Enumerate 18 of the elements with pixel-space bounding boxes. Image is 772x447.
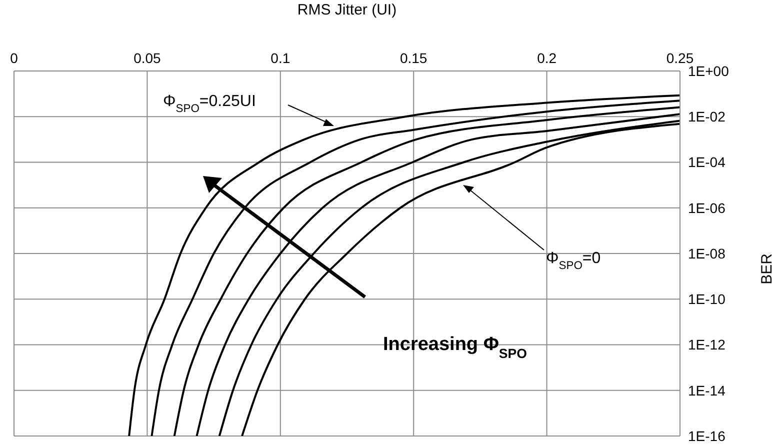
x-tick-label: 0.2 <box>537 50 557 66</box>
x-tick-label: 0.15 <box>400 50 428 66</box>
y-tick-label: 1E-14 <box>688 382 726 398</box>
y-tick-label: 1E-06 <box>688 200 726 216</box>
y-tick-label: 1E-16 <box>688 428 726 444</box>
annotation: Φ$_{SPO}$=0.25UI <box>163 93 256 115</box>
y-axis-title: BER <box>758 253 772 284</box>
x-tick-label: 0.1 <box>270 50 290 66</box>
annotation: Φ$_{SPO}$=0 <box>546 250 601 272</box>
x-tick-label: 0 <box>10 50 18 66</box>
y-tick-label: 1E-10 <box>688 291 726 308</box>
x-axis-title: RMS Jitter (UI) <box>297 2 397 19</box>
y-tick-label: 1E-12 <box>688 336 726 353</box>
y-tick-label: 1E-04 <box>688 154 726 170</box>
x-tick-label: 0.05 <box>134 50 162 66</box>
annotation: Increasing Φ$_{SPO}$ <box>383 334 528 360</box>
y-tick-label: 1E-02 <box>688 108 726 125</box>
y-tick-label: 1E-08 <box>688 245 726 262</box>
